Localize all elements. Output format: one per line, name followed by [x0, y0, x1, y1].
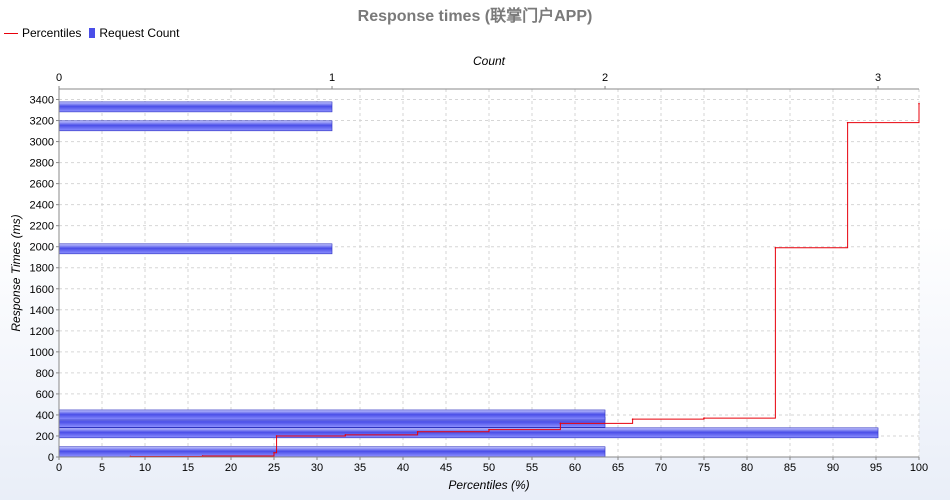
- y-tick-label: 1800: [30, 263, 54, 275]
- y-tick-label: 3400: [30, 95, 54, 107]
- y-tick-label: 0: [48, 452, 54, 464]
- y-tick-label: 1400: [30, 305, 54, 317]
- x-top-tick-label: 0: [56, 72, 62, 84]
- x-bottom-tick-label: 25: [268, 462, 280, 474]
- y-tick-label: 2800: [30, 158, 54, 170]
- x-bottom-tick-label: 60: [569, 462, 581, 474]
- x-bottom-tick-label: 45: [440, 462, 452, 474]
- y-tick-label: 600: [36, 389, 54, 401]
- chart-title: Response times (联掌门户APP): [357, 8, 593, 25]
- x-top-tick-label: 1: [329, 72, 335, 84]
- legend-item-percentiles: Percentiles: [4, 26, 81, 40]
- x-bottom-tick-label: 0: [56, 462, 62, 474]
- x-bottom-tick-label: 15: [182, 462, 194, 474]
- x-bottom-tick-label: 80: [741, 462, 753, 474]
- x-bottom-tick-label: 90: [827, 462, 839, 474]
- percentiles-point: [703, 417, 705, 419]
- request-count-bar: [58, 120, 333, 132]
- y-tick-label: 2400: [30, 200, 54, 212]
- x-top-axis-label: Count: [473, 54, 506, 68]
- percentiles-point: [275, 435, 278, 437]
- y-tick-label: 1200: [30, 326, 54, 338]
- y-tick-label: 1600: [30, 284, 54, 296]
- percentiles-point: [631, 418, 634, 420]
- x-bottom-tick-label: 85: [784, 462, 796, 474]
- x-bottom-tick-label: 95: [870, 462, 882, 474]
- x-top-tick-label: 3: [875, 72, 881, 84]
- percentiles-point: [846, 121, 849, 124]
- x-top-tick-label: 2: [602, 72, 608, 84]
- percentiles-point: [273, 451, 275, 454]
- percentiles-point: [774, 246, 777, 249]
- x-bottom-tick-label: 35: [354, 462, 366, 474]
- request-count-bar: [58, 243, 333, 255]
- percentiles-point: [201, 455, 204, 457]
- request-count-bar: [58, 101, 333, 113]
- request-count-bar: [58, 409, 606, 421]
- percentiles-point: [918, 102, 920, 105]
- legend-label-request-count: Request Count: [99, 26, 180, 40]
- x-bottom-tick-label: 10: [139, 462, 151, 474]
- x-bottom-tick-label: 20: [225, 462, 237, 474]
- y-tick-label: 3000: [30, 137, 54, 149]
- y-axis-label: Response Times (ms): [9, 214, 23, 331]
- percentiles-line-group: [129, 102, 920, 458]
- x-bottom-tick-label: 50: [483, 462, 495, 474]
- y-tick-label: 200: [36, 431, 54, 443]
- x-bottom-tick-label: 70: [655, 462, 667, 474]
- request-count-bar: [58, 446, 606, 458]
- percentiles-point: [488, 428, 490, 431]
- x-bottom-tick-label: 100: [910, 462, 928, 474]
- x-bottom-tick-label: 55: [526, 462, 538, 474]
- axes: 0200400600800100012001400160018002000220…: [30, 72, 929, 474]
- percentiles-swatch: [4, 32, 18, 34]
- x-bottom-tick-label: 5: [99, 462, 105, 474]
- x-bottom-tick-label: 65: [612, 462, 624, 474]
- y-tick-label: 2000: [30, 242, 54, 254]
- request-count-bar: [58, 427, 879, 439]
- x-bottom-tick-label: 75: [698, 462, 710, 474]
- y-tick-label: 800: [36, 368, 54, 380]
- y-tick-label: 2600: [30, 179, 54, 191]
- y-tick-label: 400: [36, 410, 54, 422]
- x-bottom-axis-label: Percentiles (%): [448, 478, 529, 492]
- y-tick-label: 2200: [30, 221, 54, 233]
- y-tick-label: 1000: [30, 347, 54, 359]
- legend: Percentiles Request Count: [4, 26, 187, 40]
- percentiles-point: [344, 434, 347, 436]
- percentiles-point: [416, 430, 419, 433]
- legend-label-percentiles: Percentiles: [22, 26, 82, 40]
- request-count-swatch: [89, 28, 96, 38]
- legend-item-request-count: Request Count: [89, 26, 179, 40]
- x-bottom-tick-label: 30: [311, 462, 323, 474]
- y-tick-label: 3200: [30, 116, 54, 128]
- x-bottom-tick-label: 40: [397, 462, 409, 474]
- percentiles-point: [559, 422, 562, 425]
